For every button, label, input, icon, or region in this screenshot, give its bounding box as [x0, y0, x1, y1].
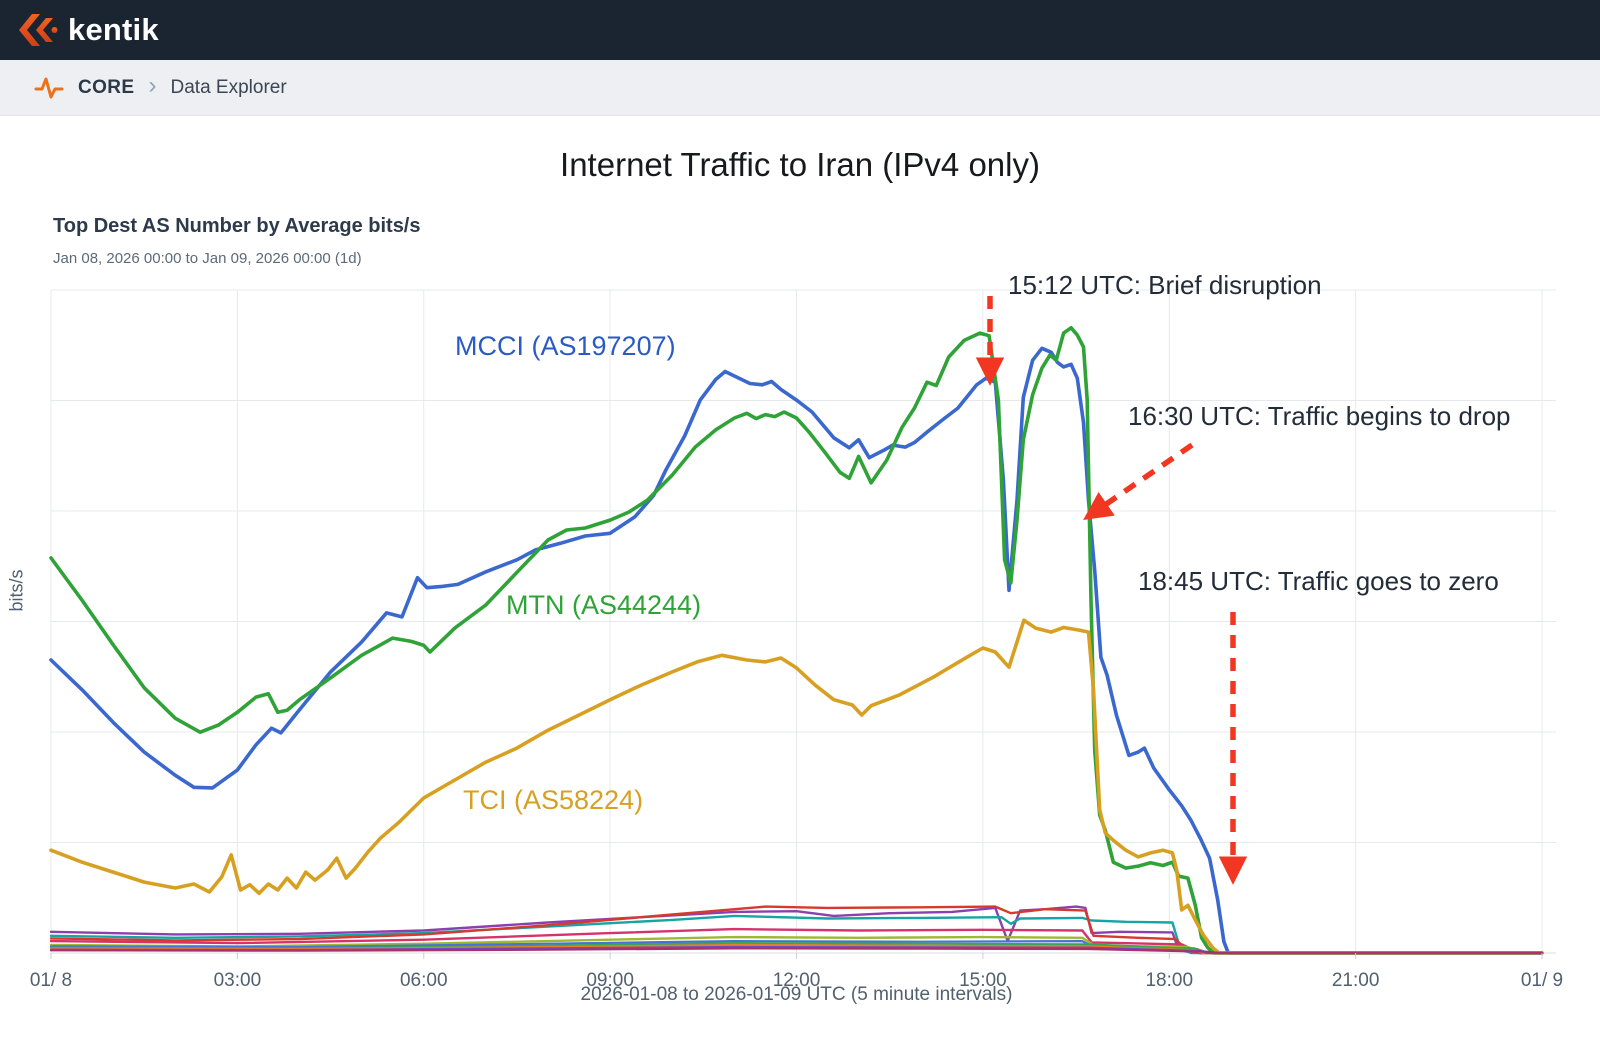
app-header: kentik [0, 0, 1600, 60]
x-axis-caption: 2026-01-08 to 2026-01-09 UTC (5 minute i… [580, 984, 1013, 1005]
y-axis-label: bits/s [6, 569, 27, 612]
chevron-right-icon: › [148, 72, 157, 99]
breadcrumb-core-link[interactable]: CORE [78, 76, 135, 98]
x-axis-tick-label: 18:00 [1145, 970, 1193, 991]
annotation-arrows [975, 296, 1248, 885]
series-line-unlabeled-small-as-2 [49, 914, 1544, 955]
activity-icon [34, 75, 64, 101]
x-axis-tick-label: 12:00 [773, 970, 821, 991]
x-axis-tick-label: 03:00 [214, 970, 262, 991]
kentik-logo[interactable]: kentik [16, 12, 159, 48]
breadcrumb-data-explorer[interactable]: Data Explorer [170, 76, 287, 98]
x-axis-tick-label: 21:00 [1332, 970, 1380, 991]
series-line-tci-as58224 [49, 618, 1544, 955]
series-line-mcci-as197207 [49, 346, 1544, 955]
chart-subtitle: Top Dest AS Number by Average bits/s [53, 215, 421, 237]
annotation-brief-disruption: 15:12 UTC: Brief disruption [1008, 270, 1322, 300]
kentik-logo-icon [16, 12, 58, 48]
x-axis-tick-label: 01/ 9 [1521, 970, 1563, 991]
series-line-unlabeled-small-as-1 [49, 905, 1544, 955]
series-label-mcci: MCCI (AS197207) [455, 331, 676, 361]
series-label-mtn: MTN (AS44244) [506, 590, 702, 620]
brand-wordmark: kentik [68, 12, 159, 47]
chart-date-range: Jan 08, 2026 00:00 to Jan 09, 2026 00:00… [53, 250, 362, 267]
series-line-mtn-as44244 [49, 326, 1544, 955]
series-label-tci: TCI (AS58224) [463, 785, 644, 815]
series-line-unlabeled-small-as-10 [49, 947, 1544, 955]
x-axis-tick-label: 01/ 8 [30, 970, 72, 991]
breadcrumb: CORE › Data Explorer [0, 60, 1600, 116]
chart-gridlines [50, 289, 1556, 954]
x-axis-tick-label: 15:00 [959, 970, 1007, 991]
page-title: Internet Traffic to Iran (IPv4 only) [560, 146, 1040, 183]
annotation-traffic-goes-to-zero: 18:45 UTC: Traffic goes to zero [1138, 566, 1499, 596]
x-axis-tick-label: 09:00 [586, 970, 634, 991]
annotation-traffic-begins-to-drop: 16:30 UTC: Traffic begins to drop [1128, 401, 1511, 431]
traffic-chart[interactable]: 01/ 8 03:00 06:00 09:00 12:00 15:00 18:00 21:00… [0, 115, 1600, 1055]
annotation-arrow [1083, 442, 1194, 520]
series-line-unlabeled-small-as-3 [49, 905, 1544, 955]
x-axis-tick-label: 06:00 [400, 970, 448, 991]
